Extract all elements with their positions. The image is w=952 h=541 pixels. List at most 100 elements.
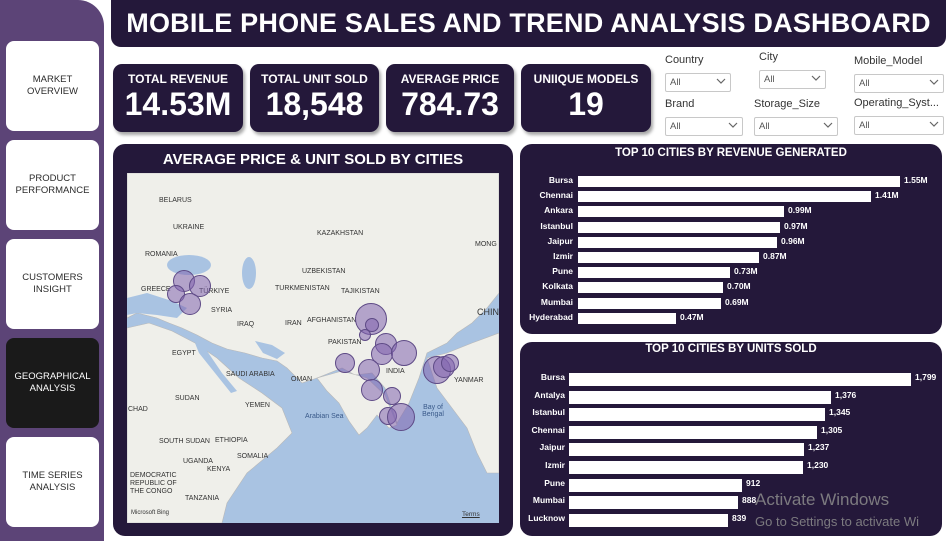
bar-value-label: 1,237 [808,442,830,453]
chevron-down-icon [929,121,939,127]
slicer-mobile-model: Mobile_Model All [854,55,944,93]
bar-value-label: 0.69M [725,296,749,307]
kpi-average-price: AVERAGE PRICE 784.73 [386,64,514,132]
chevron-down-icon [811,75,821,81]
nav-geographical-analysis-button[interactable]: GEOGRAPHICAL ANALYSIS [6,338,99,428]
bar[interactable] [578,267,730,279]
dropdown-value: All [670,121,681,132]
bar[interactable] [578,236,777,248]
bar-value-label: 1,305 [821,424,843,435]
bar[interactable] [569,390,831,404]
city-bubble[interactable] [365,318,379,332]
city-bubble[interactable] [441,354,459,372]
bar[interactable] [578,312,676,324]
slicer-operating-system: Operating_Syst... All [854,97,944,135]
bar[interactable] [569,443,804,457]
city-bubble[interactable] [383,387,401,405]
bar[interactable] [578,221,780,233]
map-label-ukraine: UKRAINE [173,224,205,231]
mobile-model-dropdown[interactable]: All [854,74,944,93]
map-label-uganda: UGANDA [183,458,213,465]
slicer-label: Brand [665,98,695,110]
city-bubble[interactable] [358,359,380,381]
slicer-label: Country [665,54,704,66]
activate-windows-watermark: Activate Windows [755,490,890,509]
map-label-bay-of-bengal: Bay of Bengal [422,404,444,418]
map-terms-link[interactable]: Terms [462,511,480,518]
nav-time-series-analysis-button[interactable]: TIME SERIES ANALYSIS [6,437,99,527]
bar[interactable] [569,496,738,510]
units-chart-panel: TOP 10 CITIES BY UNITS SOLD Bursa 1,799 An… [520,342,942,536]
map-label-greece: GREECE [141,286,171,293]
brand-dropdown[interactable]: All [665,117,743,136]
map-label-kenya: KENYA [207,466,231,473]
bar[interactable] [569,478,742,492]
city-bubble[interactable] [391,340,417,366]
map-label-egypt: EGYPT [172,350,196,357]
bar[interactable] [569,373,911,386]
bar[interactable] [578,191,871,203]
dropdown-value: All [764,74,775,85]
city-bubble[interactable] [335,353,355,373]
chevron-down-icon [823,122,833,128]
bar-category-label: Antalya [534,389,565,400]
units-chart-title: TOP 10 CITIES BY UNITS SOLD [645,343,817,355]
bar[interactable] [578,282,723,294]
bar-category-label: Jaipur [539,442,565,453]
slicer-label: City [759,51,778,63]
city-bubble[interactable] [359,329,371,341]
nav-market-overview-button[interactable]: MARKET OVERVIEW [6,41,99,131]
bar[interactable] [578,206,784,218]
map-label-myanmar: YANMAR [454,377,484,384]
kpi-value: 14.53M [124,86,232,122]
city-bubble[interactable] [189,275,211,297]
bar-category-label: Izmir [545,460,565,470]
bar-category-label: Hyderabad [529,311,573,322]
bar-value-label: 0.97M [784,220,808,231]
bar[interactable] [569,513,728,527]
cities-bubble-map[interactable]: BELARUS UKRAINE KAZAKHSTAN MONG ROMANIA … [127,173,499,523]
bar-category-label: Bursa [540,372,565,382]
map-label-belarus: BELARUS [159,197,192,204]
map-label-syria: SYRIA [211,307,233,314]
bar-value-label: 912 [746,477,761,488]
city-bubble[interactable] [179,293,201,315]
bar[interactable] [578,297,721,309]
bar[interactable] [569,461,803,474]
slicer-country: Country All [665,54,731,92]
kpi-total-unit-sold: TOTAL UNIT SOLD 18,548 [250,64,379,132]
map-label-somalia: SOMALIA [237,453,269,460]
bar-category-label: Bursa [548,175,573,185]
city-bubble[interactable] [361,379,383,401]
map-panel-title: AVERAGE PRICE & UNIT SOLD BY CITIES [162,151,464,168]
storage-size-dropdown[interactable]: All [754,117,838,136]
bar[interactable] [578,176,900,187]
nav-product-performance-button[interactable]: PRODUCT PERFORMANCE [6,140,99,230]
bar-value-label: 0.70M [727,281,751,292]
country-dropdown[interactable]: All [665,73,731,92]
slicer-brand: Brand All [665,98,743,136]
bar-value-label: 0.99M [788,205,812,216]
bar-category-label: Mumbai [540,296,573,307]
map-label-iran: IRAN [285,320,302,327]
kpi-value: 18,548 [265,86,364,122]
kpi-label: TOTAL UNIT SOLD [261,72,368,86]
bar[interactable] [578,252,759,263]
dropdown-value: All [859,120,870,131]
bar[interactable] [569,408,825,422]
bar-category-label: Kolkata [542,281,573,292]
nav-customers-insight-button[interactable]: CUSTOMERS INSIGHT [6,239,99,329]
map-label-drc: DEMOCRATIC REPUBLIC OF THE CONGO [130,472,177,495]
dashboard-title-banner: MOBILE PHONE SALES AND TREND ANALYSIS DA… [111,0,946,47]
city-bubble[interactable] [387,403,415,431]
revenue-chart-title: TOP 10 CITIES BY REVENUE GENERATED [615,147,847,159]
bar-value-label: 1.55M [904,175,928,185]
bar[interactable] [569,425,817,439]
bar-category-label: Ankara [544,205,573,216]
chevron-down-icon [929,79,939,85]
operating-system-dropdown[interactable]: All [854,116,944,135]
bar-value-label: 839 [732,512,747,523]
city-dropdown[interactable]: All [759,70,826,89]
chevron-down-icon [728,122,738,128]
kpi-value: 19 [568,86,604,122]
